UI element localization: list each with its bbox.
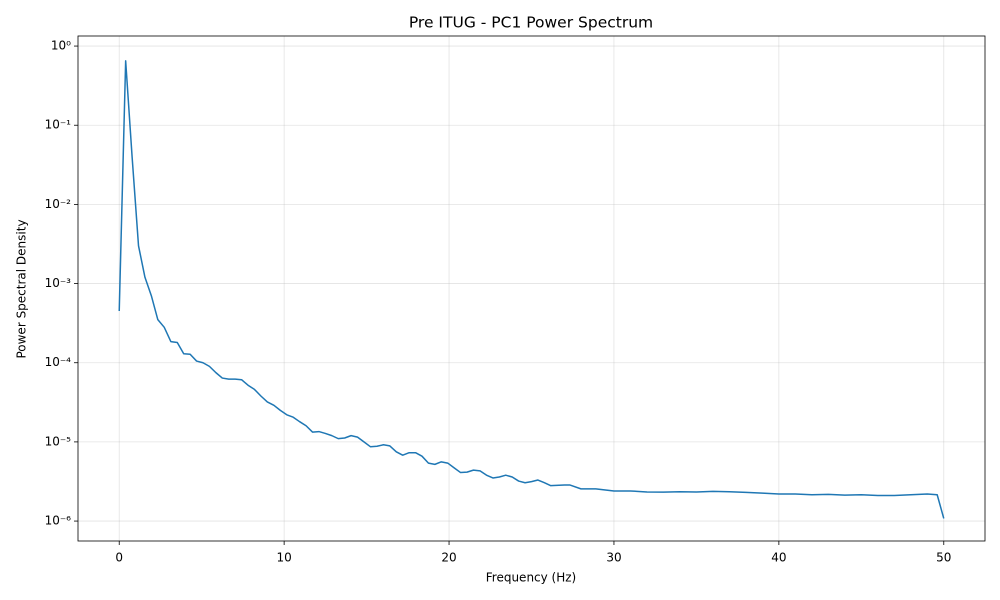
- y-tick-label: 10⁻¹: [45, 118, 72, 132]
- y-axis-label: Power Spectral Density: [15, 219, 29, 358]
- x-tick-label: 20: [441, 551, 456, 565]
- x-axis-label: Frequency (Hz): [486, 571, 577, 585]
- plot-frame: [77, 35, 986, 542]
- y-tick-label: 10⁰: [51, 39, 71, 53]
- chart-title: Pre ITUG - PC1 Power Spectrum: [409, 14, 653, 32]
- y-tick-label: 10⁻⁶: [45, 514, 72, 528]
- x-tick-label: 0: [115, 551, 123, 565]
- x-tick-label: 50: [936, 551, 951, 565]
- y-tick-label: 10⁻⁵: [45, 434, 72, 448]
- x-tick-label: 30: [606, 551, 621, 565]
- x-tick-label: 10: [276, 551, 291, 565]
- data-line: [118, 60, 945, 519]
- x-tick-label: 40: [771, 551, 786, 565]
- y-tick-label: 10⁻⁴: [45, 355, 72, 369]
- y-tick-label: 10⁻²: [45, 197, 72, 211]
- y-tick-label: 10⁻³: [45, 276, 72, 290]
